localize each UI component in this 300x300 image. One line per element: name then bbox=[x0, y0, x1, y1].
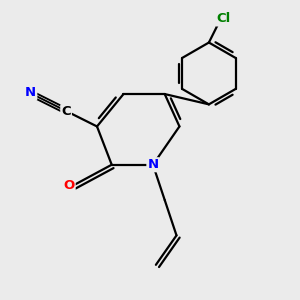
Text: C: C bbox=[61, 105, 71, 118]
Text: N: N bbox=[25, 86, 36, 99]
Text: N: N bbox=[147, 158, 158, 171]
Text: O: O bbox=[63, 179, 75, 192]
Text: Cl: Cl bbox=[217, 13, 231, 26]
